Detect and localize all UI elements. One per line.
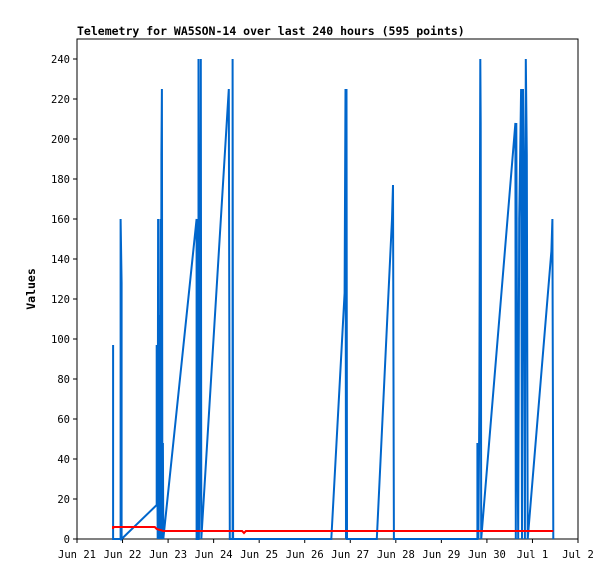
x-tick-label: Jun 25 [240, 549, 278, 561]
y-axis-label: Values [24, 268, 38, 310]
x-tick-label: Jun 29 [422, 549, 460, 561]
y-tick-label: 20 [57, 494, 70, 506]
x-tick-label: Jun 22 [104, 549, 142, 561]
series-line-1 [112, 58, 555, 542]
chart-title: Telemetry for WA5SON-14 over last 240 ho… [77, 24, 465, 38]
y-tick-label: 40 [57, 454, 70, 466]
x-tick-label: Jun 28 [377, 549, 415, 561]
y-tick-label: 220 [51, 94, 70, 106]
series-line-2 [112, 526, 554, 535]
x-tick-label: Jun 24 [195, 549, 233, 561]
y-tick-label: 200 [51, 134, 70, 146]
y-axis: 0 20 40 60 80 100 120 140 160 180 200 220 240 [51, 54, 77, 546]
x-axis: Jun 21 Jun 22 Jun 23 Jun 24 Jun 25 Jun 26 Jun … [58, 539, 594, 561]
y-tick-label: 60 [57, 414, 70, 426]
x-tick-label: Jul 1 [517, 549, 549, 561]
y-tick-label: 80 [57, 374, 70, 386]
y-tick-label: 180 [51, 174, 70, 186]
x-tick-label: Jun 23 [149, 549, 187, 561]
y-tick-label: 160 [51, 214, 70, 226]
x-tick-label: Jul 2 [562, 549, 594, 561]
y-tick-label: 120 [51, 294, 70, 306]
x-tick-label: Jun 30 [468, 549, 506, 561]
y-tick-label: 240 [51, 54, 70, 66]
y-tick-label: 0 [64, 534, 70, 546]
x-tick-label: Jun 21 [58, 549, 96, 561]
y-tick-label: 140 [51, 254, 70, 266]
series-group [112, 58, 555, 542]
x-tick-label: Jun 27 [331, 549, 369, 561]
x-tick-label: Jun 26 [286, 549, 324, 561]
y-tick-label: 100 [51, 334, 70, 346]
